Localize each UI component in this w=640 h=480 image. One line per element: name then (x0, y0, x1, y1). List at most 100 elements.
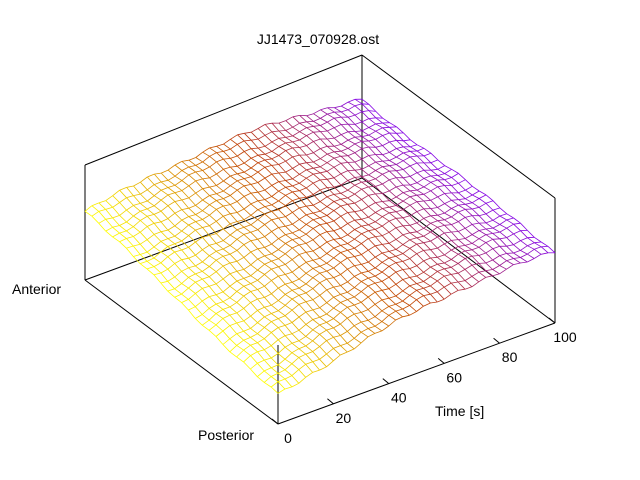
surface-line (402, 314, 410, 318)
surface-line (374, 261, 383, 269)
surface-line (216, 185, 224, 192)
surface-line (367, 328, 376, 334)
surface-line (368, 165, 376, 171)
surface-line (326, 162, 335, 168)
surface-line (209, 214, 217, 222)
surface-line (257, 171, 266, 179)
surface-line (319, 295, 327, 303)
surface-line (361, 186, 369, 190)
surface-line (285, 126, 293, 131)
surface-line (430, 276, 438, 282)
surface-line (284, 298, 293, 306)
surface-line (257, 269, 265, 275)
surface-line (153, 199, 162, 207)
surface-line (368, 161, 376, 167)
surface-line (416, 289, 424, 296)
surface-line (271, 122, 280, 132)
surface-line (382, 160, 390, 162)
surface-line (375, 154, 383, 162)
surface-line (506, 258, 514, 262)
surface-line (223, 138, 231, 145)
surface-line (347, 247, 355, 251)
surface-line (340, 257, 348, 263)
surface-line (250, 251, 258, 260)
surface-line (396, 156, 404, 162)
surface-line (312, 234, 321, 241)
surface-line (140, 210, 148, 217)
surface-line (299, 229, 307, 235)
surface-line (250, 289, 258, 292)
surface-line (478, 207, 487, 215)
surface-line (340, 116, 349, 125)
surface-line (299, 207, 307, 216)
surface-line (119, 238, 127, 243)
surface-line (464, 255, 473, 259)
surface-line (347, 281, 355, 288)
surface-line (333, 127, 342, 135)
surface-line (236, 234, 245, 240)
surface-line (271, 190, 279, 197)
surface-line (313, 210, 321, 214)
surface-line (360, 312, 369, 321)
surface-line (360, 336, 369, 344)
surface-line (209, 166, 217, 175)
surface-line (299, 122, 307, 128)
surface-line (160, 282, 169, 292)
surface-line (506, 260, 514, 265)
surface-line (395, 253, 404, 257)
surface-line (257, 322, 265, 328)
surface-line (430, 169, 439, 176)
surface-line (216, 200, 224, 207)
surface-line (277, 327, 286, 336)
surface-line (389, 196, 397, 202)
surface-line (278, 283, 286, 289)
surface-line (305, 219, 314, 225)
surface-line (333, 155, 342, 159)
surface-line (464, 228, 473, 235)
surface-line (327, 107, 335, 113)
surface-line (271, 196, 279, 202)
surface-line (174, 235, 182, 242)
surface-line (333, 215, 342, 222)
surface-line (160, 262, 169, 270)
surface-line (291, 348, 300, 354)
surface-line (388, 212, 397, 219)
surface-line (284, 375, 293, 380)
surface-line (375, 130, 383, 136)
surface-line (375, 160, 383, 163)
surface-line (299, 145, 307, 148)
surface-line (271, 200, 279, 206)
surface-line (430, 257, 438, 265)
surface-line (264, 367, 272, 372)
surface-line (146, 251, 155, 259)
surface-line (354, 304, 362, 313)
surface-line (374, 267, 383, 273)
surface-line (319, 201, 328, 207)
surface-line (306, 162, 314, 169)
surface-line (264, 357, 272, 361)
surface-line (395, 284, 403, 292)
surface-line (133, 231, 141, 237)
surface-line (457, 272, 466, 281)
surface-line (368, 256, 376, 263)
surface-line (174, 175, 183, 181)
surface-line (222, 314, 230, 319)
surface-line (306, 187, 314, 195)
surface-line (361, 264, 369, 272)
surface-line (264, 199, 272, 206)
surface-line (388, 243, 397, 250)
surface-line (188, 247, 196, 256)
surface-line (202, 151, 210, 157)
surface-line (478, 277, 487, 283)
surface-line (167, 243, 175, 247)
surface-line (222, 318, 231, 326)
surface-line (222, 285, 231, 293)
surface-line (284, 322, 293, 326)
surface-line (333, 198, 341, 202)
surface-line (437, 291, 445, 300)
surface-line (340, 311, 348, 319)
surface-line (285, 247, 293, 255)
surface-line (430, 152, 439, 161)
surface-line (250, 279, 258, 284)
